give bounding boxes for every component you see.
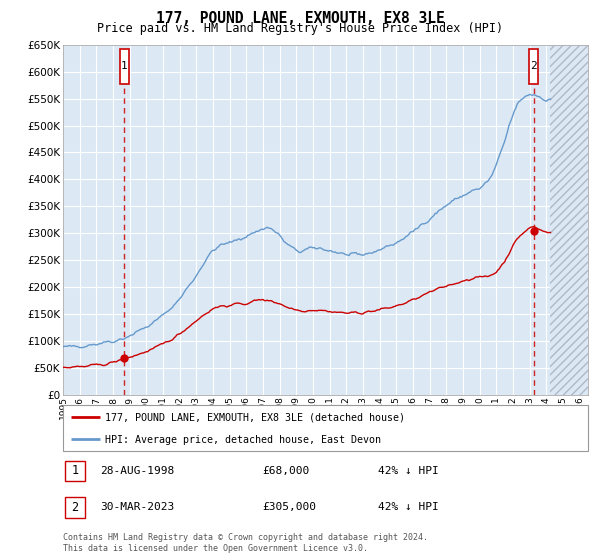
Text: 42% ↓ HPI: 42% ↓ HPI bbox=[378, 466, 439, 476]
FancyBboxPatch shape bbox=[119, 49, 129, 83]
Text: 2: 2 bbox=[530, 62, 537, 71]
Text: 1: 1 bbox=[71, 464, 79, 478]
Text: 1: 1 bbox=[121, 62, 128, 71]
Text: 42% ↓ HPI: 42% ↓ HPI bbox=[378, 502, 439, 512]
Text: 28-AUG-1998: 28-AUG-1998 bbox=[100, 466, 174, 476]
Bar bbox=[65, 461, 85, 481]
Text: £305,000: £305,000 bbox=[263, 502, 317, 512]
Text: HPI: Average price, detached house, East Devon: HPI: Average price, detached house, East… bbox=[105, 435, 381, 445]
Bar bbox=[550, 45, 588, 395]
Text: 2: 2 bbox=[71, 501, 79, 514]
Bar bbox=[65, 497, 85, 517]
Text: £68,000: £68,000 bbox=[263, 466, 310, 476]
Text: Contains HM Land Registry data © Crown copyright and database right 2024.
This d: Contains HM Land Registry data © Crown c… bbox=[63, 533, 428, 553]
Text: 177, POUND LANE, EXMOUTH, EX8 3LE (detached house): 177, POUND LANE, EXMOUTH, EX8 3LE (detac… bbox=[105, 413, 405, 423]
Text: 30-MAR-2023: 30-MAR-2023 bbox=[100, 502, 174, 512]
Text: 177, POUND LANE, EXMOUTH, EX8 3LE: 177, POUND LANE, EXMOUTH, EX8 3LE bbox=[155, 11, 445, 26]
FancyBboxPatch shape bbox=[529, 49, 538, 83]
Bar bbox=[550, 45, 588, 395]
Text: Price paid vs. HM Land Registry's House Price Index (HPI): Price paid vs. HM Land Registry's House … bbox=[97, 22, 503, 35]
